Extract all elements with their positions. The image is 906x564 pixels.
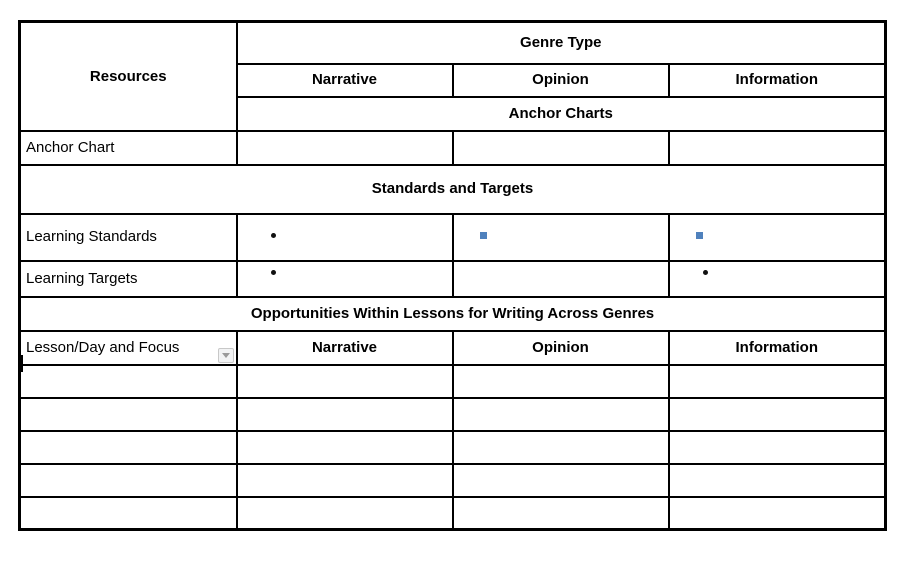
table-row-opportunities-band: Opportunities Within Lessons for Writing… xyxy=(18,295,887,332)
table-row-anchor-charts-band: Anchor Charts xyxy=(20,95,887,132)
empty-cell[interactable] xyxy=(18,429,238,465)
learning-standards-label: Learning Standards xyxy=(26,228,157,246)
standards-band-label: Standards and Targets xyxy=(371,180,534,198)
table-row-empty xyxy=(18,363,887,399)
lesson-day-focus-label: Lesson/Day and Focus xyxy=(26,338,180,356)
opportunities-band-label: Opportunities Within Lessons for Writing… xyxy=(250,304,655,322)
table-row-genre-columns: Narrative Opinion Information xyxy=(20,62,887,98)
genre-type-label: Genre Type xyxy=(520,34,602,52)
table-row-genre-type: Resources Genre Type xyxy=(18,20,887,132)
table-row-anchor-chart: Anchor Chart xyxy=(18,129,887,166)
learning-targets-label: Learning Targets xyxy=(26,269,138,287)
empty-cell[interactable] xyxy=(235,495,454,531)
learning-standards-narrative-cell[interactable] xyxy=(235,212,454,262)
empty-cell[interactable] xyxy=(235,429,454,465)
anchor-chart-narrative-cell[interactable] xyxy=(235,129,454,166)
empty-cell[interactable] xyxy=(235,462,454,498)
genre-type-header-cell[interactable]: Genre Type xyxy=(235,20,887,65)
empty-cell[interactable] xyxy=(235,396,454,432)
resources-genre-table: Resources Genre Type Narrative Opinion I… xyxy=(18,20,888,531)
cell-dropdown-button[interactable] xyxy=(217,347,234,363)
table-row-learning-targets: Learning Targets xyxy=(18,259,887,298)
empty-cell[interactable] xyxy=(18,396,238,432)
learning-standards-opinion-cell[interactable] xyxy=(451,212,670,262)
table-row-empty xyxy=(18,462,887,498)
narrative-label: Narrative xyxy=(311,338,378,356)
empty-cell[interactable] xyxy=(667,462,887,498)
anchor-chart-opinion-cell[interactable] xyxy=(451,129,670,166)
bullet-disc-icon xyxy=(270,269,276,275)
table-row-learning-standards: Learning Standards xyxy=(18,212,887,262)
empty-cell[interactable] xyxy=(667,495,887,531)
empty-cell[interactable] xyxy=(667,363,887,399)
lesson-column-header-opinion[interactable]: Opinion xyxy=(451,329,670,366)
opportunities-band-cell[interactable]: Opportunities Within Lessons for Writing… xyxy=(18,295,887,332)
empty-cell[interactable] xyxy=(451,363,670,399)
column-header-opinion[interactable]: Opinion xyxy=(451,62,670,98)
bullet-disc-icon xyxy=(702,269,708,275)
opinion-label: Opinion xyxy=(532,338,589,356)
anchor-charts-band-label: Anchor Charts xyxy=(508,104,613,122)
opinion-label: Opinion xyxy=(532,71,589,89)
lesson-column-header-narrative[interactable]: Narrative xyxy=(235,329,454,366)
empty-cell[interactable] xyxy=(667,396,887,432)
column-header-narrative[interactable]: Narrative xyxy=(235,62,454,98)
empty-cell[interactable] xyxy=(18,462,238,498)
learning-targets-information-cell[interactable] xyxy=(667,259,887,298)
narrative-label: Narrative xyxy=(311,71,378,89)
learning-targets-narrative-cell[interactable] xyxy=(235,259,454,298)
chevron-down-icon xyxy=(221,352,230,358)
bullet-disc-icon xyxy=(270,233,276,239)
empty-cell[interactable] xyxy=(235,363,454,399)
lesson-column-header-information[interactable]: Information xyxy=(667,329,887,366)
table-body: Resources Genre Type Narrative Opinion I… xyxy=(18,20,887,531)
bullet-square-icon xyxy=(695,232,703,240)
empty-cell[interactable] xyxy=(451,462,670,498)
empty-cell[interactable] xyxy=(667,429,887,465)
table-row-empty xyxy=(18,495,887,531)
standards-band-cell[interactable]: Standards and Targets xyxy=(18,163,887,215)
anchor-chart-information-cell[interactable] xyxy=(667,129,887,166)
learning-targets-label-cell[interactable]: Learning Targets xyxy=(18,259,238,298)
empty-cell[interactable] xyxy=(451,396,670,432)
empty-cell[interactable] xyxy=(18,495,238,531)
information-label: Information xyxy=(735,71,819,89)
anchor-chart-label-cell[interactable]: Anchor Chart xyxy=(18,129,238,166)
learning-standards-information-cell[interactable] xyxy=(667,212,887,262)
lesson-day-focus-cell[interactable]: Lesson/Day and Focus xyxy=(18,329,238,366)
table-row-empty xyxy=(18,396,887,432)
empty-cell[interactable] xyxy=(451,429,670,465)
column-header-information[interactable]: Information xyxy=(667,62,887,98)
information-label: Information xyxy=(735,338,819,356)
resources-header-cell[interactable]: Resources xyxy=(18,20,238,132)
anchor-charts-band-cell[interactable]: Anchor Charts xyxy=(235,95,887,132)
table-row-empty xyxy=(18,429,887,465)
bullet-square-icon xyxy=(479,232,487,240)
empty-cell[interactable] xyxy=(18,363,238,399)
table-row-lesson-headers: Lesson/Day and Focus Narrative Opinion I… xyxy=(18,329,887,366)
text-cursor-caret xyxy=(21,355,23,372)
empty-cell[interactable] xyxy=(451,495,670,531)
table-row-standards-band: Standards and Targets xyxy=(18,163,887,215)
anchor-chart-label: Anchor Chart xyxy=(26,138,115,156)
resources-header-label: Resources xyxy=(89,67,167,85)
learning-standards-label-cell[interactable]: Learning Standards xyxy=(18,212,238,262)
learning-targets-opinion-cell[interactable] xyxy=(451,259,670,298)
